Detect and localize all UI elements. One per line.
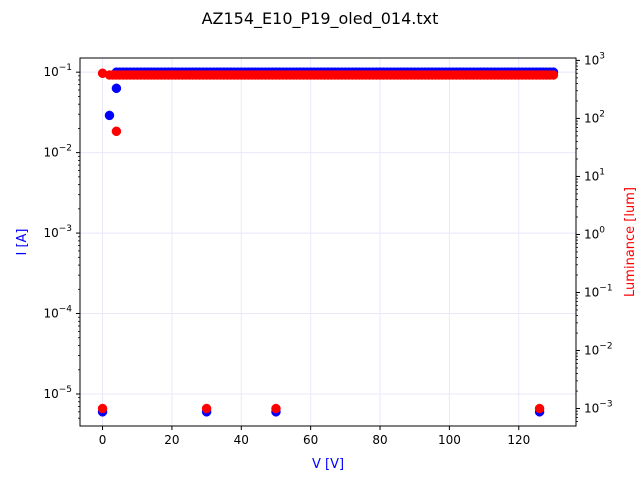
y-left-tick-label: 10−2 — [43, 144, 72, 160]
x-tick-label: 60 — [303, 433, 318, 447]
x-axis-ticks: 0 20 40 60 80 100 120 — [99, 426, 530, 447]
y-left-tick-label: 10−4 — [43, 305, 72, 321]
grid-lines — [80, 58, 576, 426]
luminance-point — [97, 403, 108, 414]
x-tick-label: 120 — [507, 433, 530, 447]
y-right-tick-label: 100 — [584, 225, 605, 241]
y-left-axis-ticks: 10−5 10−4 10−3 10−2 10−1 — [43, 63, 80, 419]
x-axis-label: V [V] — [312, 457, 344, 472]
y-left-tick-label: 10−5 — [43, 385, 72, 401]
current-point — [111, 83, 122, 94]
y-right-axis-label: Luminance [lum] — [623, 187, 638, 297]
plot-frame — [79, 57, 577, 427]
chart-title: AZ154_E10_P19_oled_014.txt — [202, 9, 439, 29]
luminance-point — [97, 68, 108, 79]
y-right-tick-label: 102 — [584, 109, 605, 125]
x-tick-label: 80 — [372, 433, 387, 447]
y-right-tick-label: 10−2 — [584, 342, 613, 358]
data-points — [97, 67, 559, 417]
luminance-point — [111, 126, 122, 137]
y-right-tick-label: 103 — [584, 51, 605, 67]
luminance-point — [534, 403, 545, 414]
x-tick-label: 0 — [99, 433, 107, 447]
y-right-axis-ticks: 10−3 10−2 10−1 100 101 102 103 — [576, 51, 613, 422]
y-right-tick-label: 10−1 — [584, 283, 613, 299]
luminance-point — [548, 70, 559, 80]
y-right-tick-label: 101 — [584, 167, 605, 183]
y-left-axis-label: I [A] — [15, 228, 30, 255]
y-right-tick-label: 10−3 — [584, 400, 613, 416]
x-tick-label: 100 — [438, 433, 461, 447]
luminance-point — [201, 403, 212, 414]
y-left-tick-label: 10−3 — [43, 224, 72, 240]
x-tick-label: 40 — [234, 433, 249, 447]
current-point — [104, 110, 115, 121]
y-left-tick-label: 10−1 — [43, 63, 72, 79]
x-tick-label: 20 — [164, 433, 179, 447]
luminance-point — [271, 403, 281, 414]
